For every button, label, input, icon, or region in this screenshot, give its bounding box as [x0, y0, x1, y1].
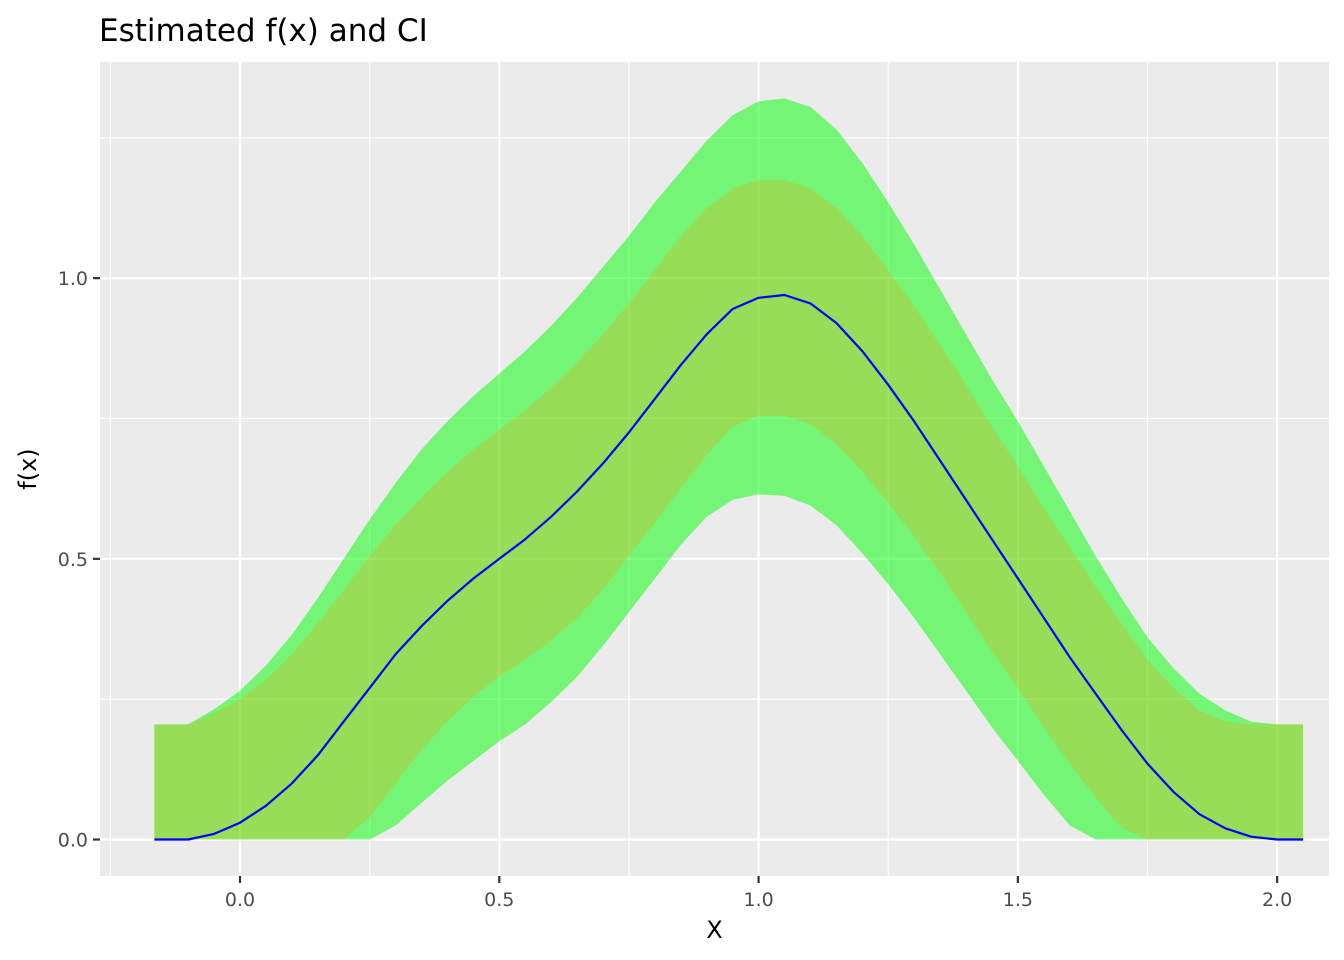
estimate-lines: [154, 293, 1304, 841]
x-tick-label: 1.0: [743, 889, 773, 911]
x-tick-label: 0.5: [484, 889, 514, 911]
x-tick-label: 2.0: [1262, 889, 1292, 911]
inner-band: [154, 179, 1304, 840]
x-axis-title: X: [706, 916, 722, 944]
y-tick-label: 1.0: [58, 268, 88, 290]
estimate-line: [154, 293, 1304, 841]
outer-band: [154, 98, 1304, 840]
x-tick-label: 0.0: [225, 889, 255, 911]
y-tick-label: 0.5: [58, 549, 88, 571]
y-axis-title: f(x): [14, 448, 42, 489]
y-axis: 0.0 0.5 1.0: [58, 268, 100, 852]
y-tick-label: 0.0: [58, 830, 88, 852]
x-axis: 0.0 0.5 1.0 1.5 2.0: [225, 876, 1292, 911]
confidence-bands: [154, 98, 1304, 840]
x-tick-label: 1.5: [1003, 889, 1033, 911]
chart-title: Estimated f(x) and CI: [99, 13, 428, 49]
